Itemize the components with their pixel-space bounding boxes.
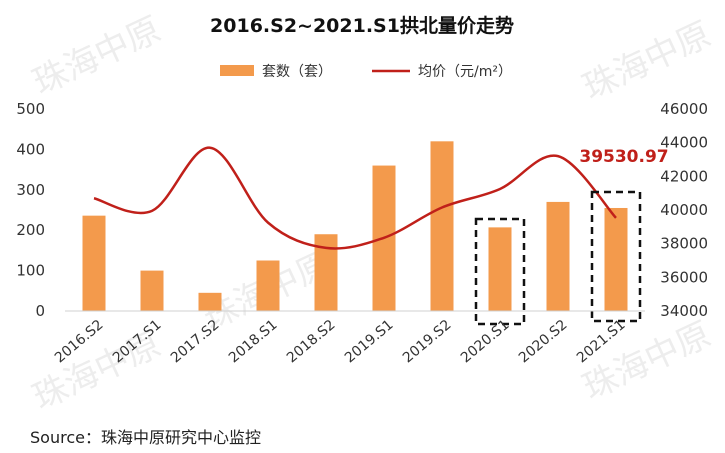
x-tick-label: 2020.S2	[516, 317, 571, 366]
legend-bar-swatch	[220, 65, 254, 76]
bar-2018.S2	[314, 234, 338, 311]
bar-2020.S1	[488, 227, 512, 311]
right-tick-label: 36000	[660, 268, 708, 286]
left-tick-label: 500	[16, 100, 45, 118]
watermark-text: 珠海中原	[577, 314, 717, 408]
price-line	[93, 146, 617, 250]
legend-bar-label: 套数（套）	[262, 64, 332, 80]
legend-line-label: 均价（元/m²）	[418, 64, 512, 80]
watermark-text: 珠海中原	[577, 14, 717, 108]
right-tick-label: 44000	[660, 134, 708, 152]
x-tick-label: 2020.S1	[458, 317, 513, 366]
legend: 套数（套） 均价（元/m²）	[220, 64, 512, 80]
chart-title: 2016.S2~2021.S1拱北量价走势	[210, 14, 514, 37]
highlight-box-2021.S1	[590, 190, 642, 323]
bar-2019.S2	[430, 141, 454, 311]
x-tick-label: 2018.S2	[284, 317, 339, 366]
highlight-boxes	[474, 190, 642, 326]
bar-series	[82, 141, 628, 311]
right-tick-label: 40000	[660, 201, 708, 219]
right-tick-label: 34000	[660, 302, 708, 320]
bar-2017.S1	[140, 270, 164, 311]
source-note: Source：珠海中原研究中心监控	[30, 428, 261, 447]
left-axis: 0 100 200 300 400 500	[16, 100, 45, 320]
right-tick-label: 38000	[660, 235, 708, 253]
left-tick-label: 0	[35, 302, 45, 320]
left-tick-label: 100	[16, 262, 45, 280]
price-annotation: 39530.97	[579, 147, 668, 167]
bar-2020.S2	[546, 201, 570, 311]
x-tick-label: 2019.S1	[342, 317, 397, 366]
right-tick-label: 46000	[660, 100, 708, 118]
line-series	[93, 146, 617, 250]
left-tick-label: 400	[16, 140, 45, 158]
x-tick-label: 2017.S2	[168, 317, 223, 366]
bar-2016.S2	[82, 215, 106, 311]
bar-2018.S1	[256, 260, 280, 311]
left-tick-label: 300	[16, 181, 45, 199]
right-axis: 34000 36000 38000 40000 42000 44000 46000	[660, 100, 708, 320]
right-tick-label: 42000	[660, 167, 708, 185]
watermark-text: 珠海中原	[27, 9, 167, 103]
bar-2017.S2	[198, 292, 222, 311]
left-tick-label: 200	[16, 221, 45, 239]
bar-2021.S1	[604, 207, 628, 311]
x-tick-label: 2019.S2	[400, 317, 455, 366]
highlight-box-2020.S1	[474, 217, 526, 326]
